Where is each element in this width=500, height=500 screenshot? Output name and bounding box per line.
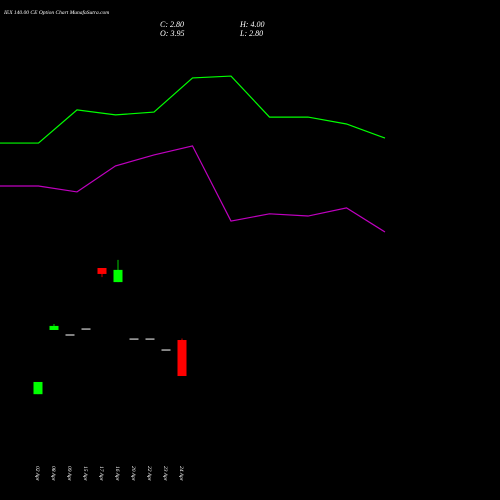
- open-label: O: 3.95: [160, 29, 184, 38]
- low-label: L: 2.80: [239, 29, 263, 38]
- close-label: C: 2.80: [160, 20, 184, 29]
- x-tick-label: 09 Apr: [66, 466, 72, 482]
- x-tick-label: 24 Apr: [178, 466, 185, 482]
- x-tick-label: 08 Apr: [50, 466, 56, 482]
- x-tick-label: 23 Apr: [162, 466, 168, 482]
- x-tick-label: 22 Apr: [146, 466, 152, 482]
- x-tick-label: 17 Apr: [98, 466, 104, 482]
- indicator-line: [0, 145, 386, 233]
- indicator-line: [0, 75, 386, 144]
- x-tick-label: 02 Apr: [34, 466, 40, 482]
- candle-body: [177, 340, 187, 377]
- candle-body: [97, 268, 107, 274]
- x-tick-label: 20 Apr: [130, 466, 136, 482]
- x-tick-label: 16 Apr: [114, 466, 120, 482]
- candle-body: [33, 381, 43, 395]
- candle-body: [113, 269, 123, 283]
- candle-body: [49, 325, 59, 330]
- high-label: H: 4.00: [239, 20, 264, 29]
- chart-title: IEX 140.00 CE Option Chart MunafaSutra.c…: [3, 9, 109, 16]
- x-tick-label: 15 Apr: [82, 466, 88, 482]
